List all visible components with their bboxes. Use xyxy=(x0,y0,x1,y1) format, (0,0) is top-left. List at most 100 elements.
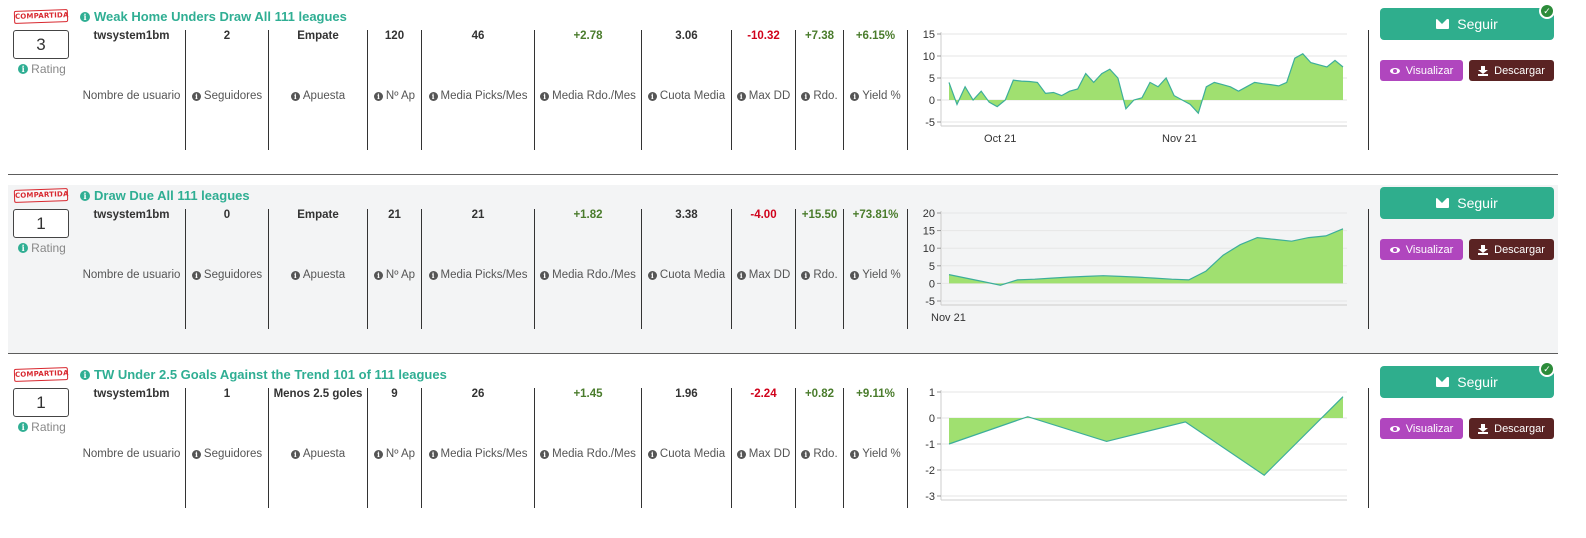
download-button[interactable]: Descargar xyxy=(1469,239,1554,260)
y-tick-label: 0 xyxy=(929,95,935,107)
followers-label: Seguidores xyxy=(186,448,268,460)
system-title[interactable]: Draw Due All 111 leagues xyxy=(80,188,250,203)
followers-value: 0 xyxy=(223,209,231,221)
follow-button[interactable]: Seguir xyxy=(1380,8,1554,40)
divider xyxy=(1368,30,1369,150)
avg-result-col: +1.45 Media Rdo./Mes xyxy=(535,388,642,508)
view-button-label: Visualizar xyxy=(1405,64,1454,77)
avg-result-value: +1.82 xyxy=(573,209,603,221)
avg-odds-label: Cuota Media xyxy=(642,269,731,281)
info-icon xyxy=(850,270,860,280)
y-tick-label: -3 xyxy=(925,491,935,503)
download-button[interactable]: Descargar xyxy=(1469,418,1554,439)
y-tick-label: -5 xyxy=(925,296,935,308)
y-tick-label: 0 xyxy=(929,413,935,425)
y-tick-label: 1 xyxy=(929,387,935,399)
num-bets-value: 21 xyxy=(388,209,401,221)
avg-odds-col: 3.06 Cuota Media xyxy=(642,30,732,150)
view-button[interactable]: Visualizar xyxy=(1380,60,1463,81)
view-button[interactable]: Visualizar xyxy=(1380,239,1463,260)
eye-icon xyxy=(1389,67,1400,74)
y-tick-label: -2 xyxy=(925,465,935,477)
info-icon xyxy=(428,449,438,459)
info-icon xyxy=(18,243,29,253)
info-icon xyxy=(850,449,860,459)
max-dd-col: -2.24 Max DD xyxy=(732,388,796,508)
view-button[interactable]: Visualizar xyxy=(1380,418,1463,439)
rating-value: 1 xyxy=(13,388,69,417)
system-title-text[interactable]: Draw Due All 111 leagues xyxy=(94,188,250,203)
info-icon xyxy=(428,270,438,280)
rating-label: Rating xyxy=(16,241,68,255)
row-separator xyxy=(8,353,1558,354)
bet-label: Apuesta xyxy=(269,448,367,460)
download-button[interactable]: Descargar xyxy=(1469,60,1554,81)
system-title[interactable]: Weak Home Unders Draw All 111 leagues xyxy=(80,9,347,24)
result-col: +15.50 Rdo. xyxy=(796,209,844,329)
followers-col: 0 Seguidores xyxy=(186,209,269,329)
download-icon xyxy=(1478,423,1489,434)
avg-picks-value: 46 xyxy=(471,30,485,42)
avg-result-col: +1.82 Media Rdo./Mes xyxy=(535,209,642,329)
username[interactable]: twsystem1bm xyxy=(93,30,170,42)
avg-result-label: Media Rdo./Mes xyxy=(535,448,641,460)
avg-odds-label: Cuota Media xyxy=(642,448,731,460)
yield-value: +73.81% xyxy=(852,209,899,221)
avg-odds-col: 3.38 Cuota Media xyxy=(642,209,732,329)
avg-picks-label: Media Picks/Mes xyxy=(422,90,534,102)
system-title-text[interactable]: Weak Home Unders Draw All 111 leagues xyxy=(94,9,347,24)
followers-value: 1 xyxy=(223,388,231,400)
info-icon xyxy=(191,91,201,101)
info-icon xyxy=(290,270,300,280)
area-fill xyxy=(949,53,1343,114)
result-label: Rdo. xyxy=(796,448,843,460)
check-icon: ✓ xyxy=(1539,3,1555,19)
series-line xyxy=(948,396,1344,476)
info-icon xyxy=(736,91,746,101)
result-col: +7.38 Rdo. xyxy=(796,30,844,150)
result-value: +15.50 xyxy=(801,209,838,221)
yield-col: +6.15% Yield % xyxy=(844,30,908,150)
info-icon xyxy=(80,11,90,22)
follow-button[interactable]: Seguir xyxy=(1380,366,1554,398)
system-row: COMPARTIDA Weak Home Unders Draw All 111… xyxy=(8,3,1558,174)
follow-button-label: Seguir xyxy=(1457,374,1498,390)
eye-icon xyxy=(1389,425,1400,432)
max-dd-label: Max DD xyxy=(732,90,795,102)
y-tick-label: 10 xyxy=(923,51,935,63)
avg-picks-col: 46 Media Picks/Mes xyxy=(422,30,535,150)
shared-badge: COMPARTIDA xyxy=(13,367,69,382)
username[interactable]: twsystem1bm xyxy=(93,388,170,400)
username-label: Nombre de usuario xyxy=(82,448,181,460)
shared-badge: COMPARTIDA xyxy=(13,9,69,24)
followers-col: 2 Seguidores xyxy=(186,30,269,150)
info-icon xyxy=(290,449,300,459)
rating-label: Rating xyxy=(16,62,68,76)
result-col: +0.82 Rdo. xyxy=(796,388,844,508)
yield-label: Yield % xyxy=(844,448,907,460)
result-value: +0.82 xyxy=(804,388,835,400)
follow-button[interactable]: Seguir xyxy=(1380,187,1554,219)
result-label: Rdo. xyxy=(796,269,843,281)
system-title[interactable]: TW Under 2.5 Goals Against the Trend 101… xyxy=(80,367,447,382)
bet-value: Empate xyxy=(297,209,339,221)
max-dd-col: -4.00 Max DD xyxy=(732,209,796,329)
info-icon xyxy=(80,369,90,380)
system-title-text[interactable]: TW Under 2.5 Goals Against the Trend 101… xyxy=(94,367,447,382)
avg-result-label: Media Rdo./Mes xyxy=(535,269,641,281)
avg-odds-value: 3.38 xyxy=(675,209,698,221)
download-button-label: Descargar xyxy=(1494,243,1545,256)
info-icon xyxy=(540,449,550,459)
bet-col: Empate Apuesta xyxy=(269,209,368,329)
divider xyxy=(1368,388,1369,508)
username[interactable]: twsystem1bm xyxy=(93,209,170,221)
result-label: Rdo. xyxy=(796,90,843,102)
info-icon xyxy=(647,91,657,101)
balance-chart: 1 0 -1 -2 -3 xyxy=(925,387,1347,503)
num-bets-col: 120 Nº Ap xyxy=(368,30,422,150)
username-col: twsystem1bm Nombre de usuario xyxy=(78,30,186,150)
yield-col: +9.11% Yield % xyxy=(844,388,908,508)
info-icon xyxy=(801,449,811,459)
series-line xyxy=(948,53,1344,115)
max-dd-label: Max DD xyxy=(732,448,795,460)
